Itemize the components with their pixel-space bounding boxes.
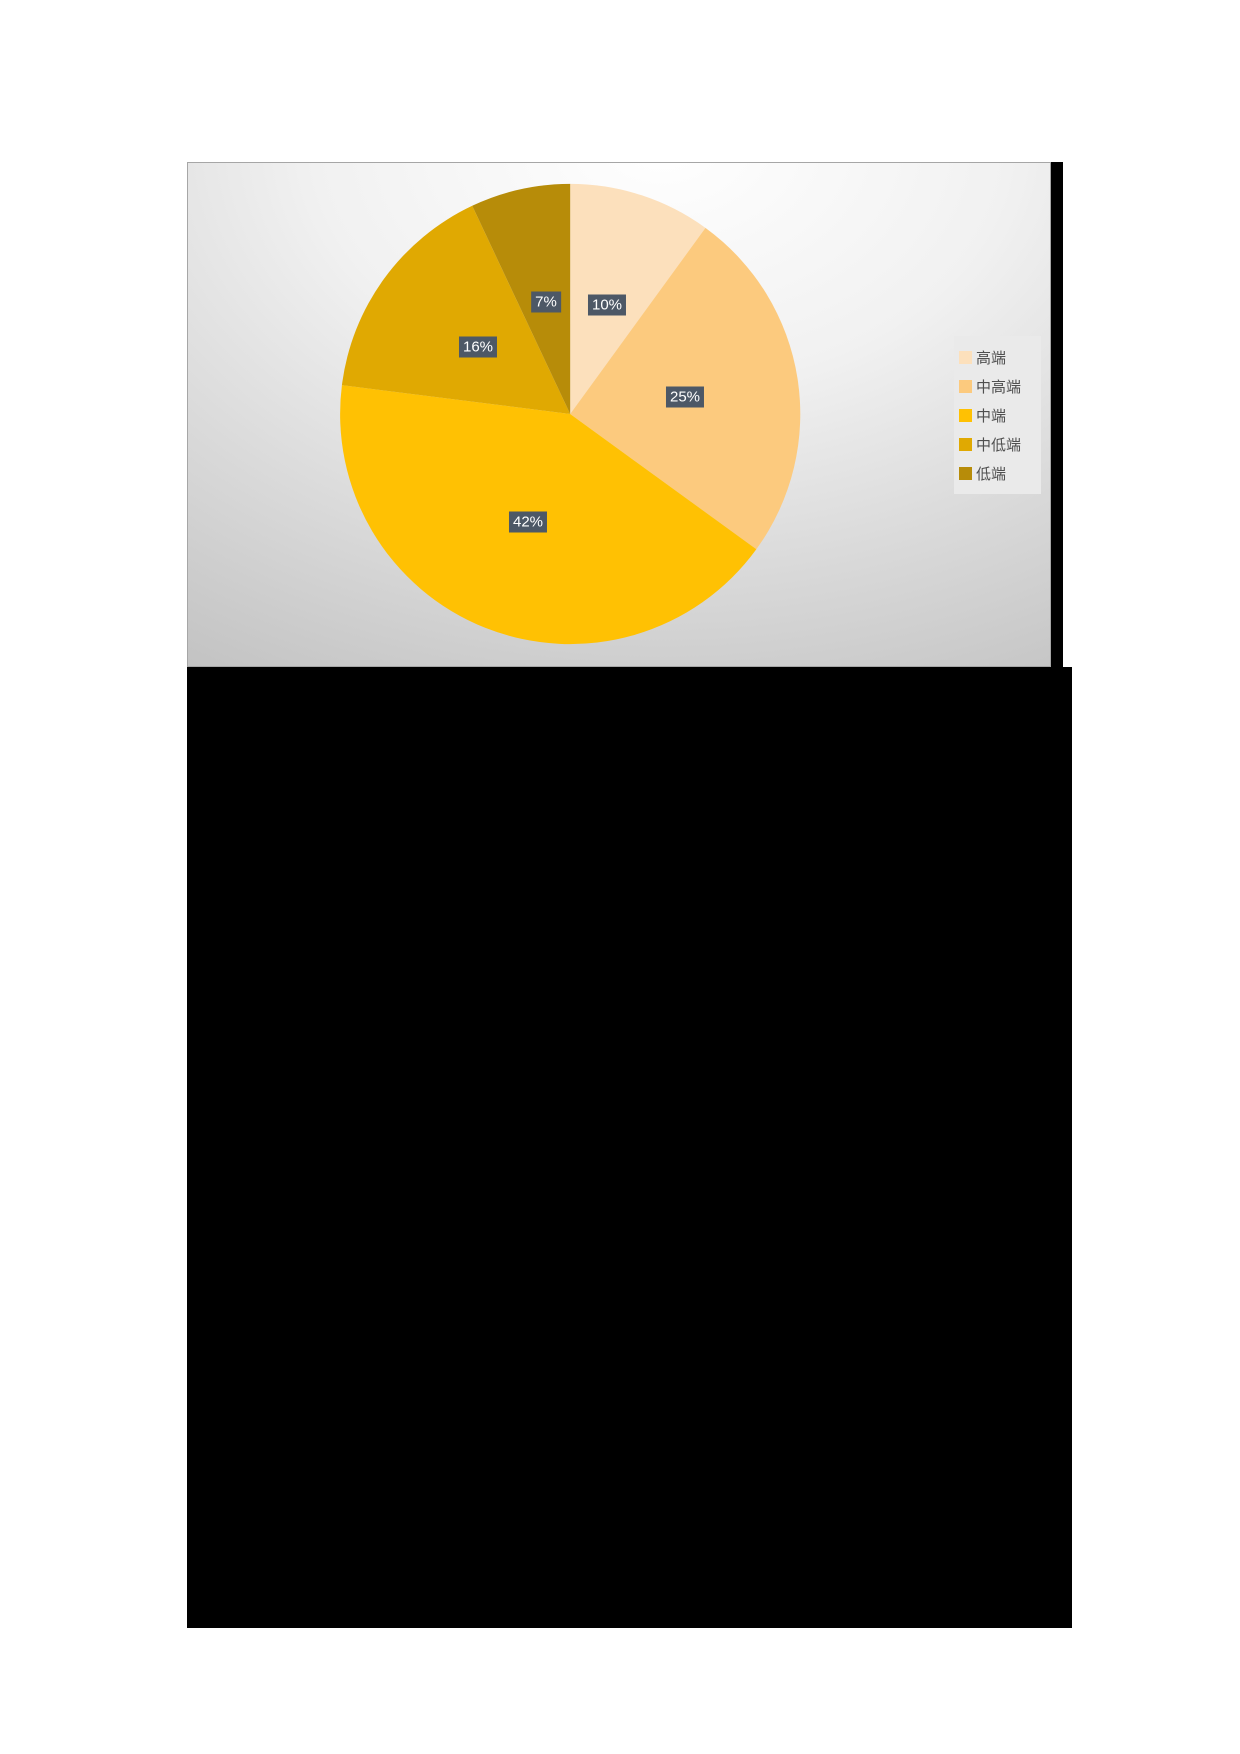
legend-item-gaoduan[interactable]: 高端 bbox=[959, 343, 1041, 372]
pie-slice-4[interactable] bbox=[341, 205, 571, 415]
legend-label: 低端 bbox=[976, 466, 1007, 483]
legend-swatch-icon bbox=[959, 409, 972, 422]
legend-label: 中端 bbox=[976, 408, 1007, 425]
legend-label: 中低端 bbox=[976, 437, 1022, 454]
data-label-gaoduan: 10% bbox=[587, 294, 627, 316]
legend-label: 高端 bbox=[976, 350, 1007, 367]
legend-swatch-icon bbox=[959, 380, 972, 393]
chart-legend: 高端 中高端 中端 中低端 低端 bbox=[954, 336, 1041, 494]
pie-chart[interactable] bbox=[188, 163, 1050, 666]
pie-slice-3[interactable] bbox=[340, 385, 757, 645]
legend-swatch-icon bbox=[959, 438, 972, 451]
pie-slice-1[interactable] bbox=[570, 183, 706, 415]
pie-chart-panel[interactable]: 10% 25% 42% 16% 7% 高端 中高端 中端 中低端 bbox=[187, 162, 1051, 667]
legend-item-zhongdiduan[interactable]: 中低端 bbox=[959, 430, 1041, 459]
data-label-zhongduan: 42% bbox=[508, 511, 548, 533]
data-label-zhonggaoduan: 25% bbox=[665, 386, 705, 408]
black-redacted-region bbox=[187, 667, 1072, 1628]
data-label-zhongdiduan: 16% bbox=[458, 336, 498, 358]
legend-swatch-icon bbox=[959, 351, 972, 364]
legend-item-diduan[interactable]: 低端 bbox=[959, 459, 1041, 488]
legend-item-zhonggaoduan[interactable]: 中高端 bbox=[959, 372, 1041, 401]
pie-slice-5[interactable] bbox=[472, 183, 571, 415]
data-label-diduan: 7% bbox=[531, 291, 561, 313]
legend-item-zhongduan[interactable]: 中端 bbox=[959, 401, 1041, 430]
legend-swatch-icon bbox=[959, 467, 972, 480]
legend-label: 中高端 bbox=[976, 379, 1022, 396]
black-redacted-strip bbox=[1051, 162, 1063, 667]
